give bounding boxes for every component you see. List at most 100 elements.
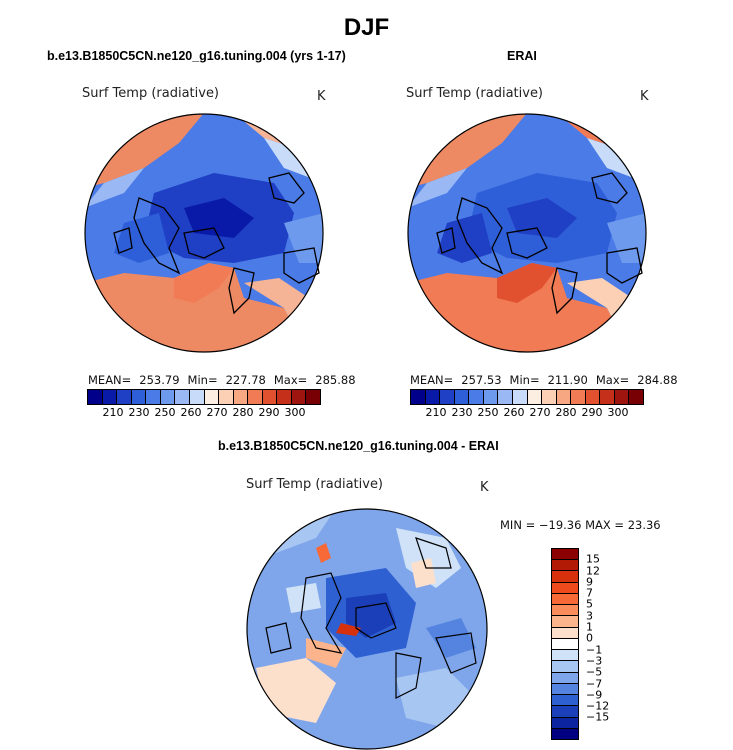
obs-stats: MEAN= 257.53 Min= 211.90 Max= 284.88 <box>410 373 686 387</box>
colorbar-swatch <box>291 390 307 404</box>
colorbar-tick-label: 3 <box>586 609 593 623</box>
colorbar-swatch <box>233 390 249 404</box>
colorbar-tick-label: 300 <box>284 406 306 419</box>
colorbar-tick-label: 280 <box>555 406 577 419</box>
obs-panel-title: ERAI <box>507 49 537 63</box>
model-colorbar: 210 230 250 260 270 280 290 300 <box>87 389 321 419</box>
diff-polar-map <box>246 508 488 750</box>
diff-colorbar-ticks: 15 12 9 7 5 3 1 0 −1 −3 −5 −7 −9 −12 −15 <box>586 548 626 740</box>
colorbar-tick-label: 300 <box>607 406 629 419</box>
colorbar-swatch <box>552 638 578 651</box>
diff-colorbar <box>551 548 579 740</box>
colorbar-swatch <box>552 549 578 561</box>
colorbar-swatch <box>425 390 441 404</box>
colorbar-tick-label: 250 <box>477 406 499 419</box>
colorbar-tick-label: −3 <box>586 654 603 668</box>
obs-colorbar-ticks: 210 230 250 260 270 280 290 300 <box>410 405 644 419</box>
colorbar-tick-label: 12 <box>586 564 600 578</box>
colorbar-tick-label: 290 <box>581 406 603 419</box>
colorbar-swatch <box>585 390 601 404</box>
colorbar-tick-label: 230 <box>128 406 150 419</box>
colorbar-swatch <box>189 390 205 404</box>
model-colorbar-swatches <box>87 389 321 405</box>
obs-units-label: K <box>640 89 649 104</box>
colorbar-swatch <box>552 661 578 673</box>
colorbar-tick-label: 9 <box>586 575 593 589</box>
colorbar-swatch <box>556 390 572 404</box>
obs-map-border <box>407 113 647 353</box>
colorbar-tick-label: 250 <box>154 406 176 419</box>
model-coastlines <box>113 172 320 315</box>
obs-colorbar-swatches <box>410 389 644 405</box>
diff-units-label: K <box>480 480 489 495</box>
colorbar-tick-label: 1 <box>586 620 593 634</box>
colorbar-swatch <box>552 706 578 718</box>
colorbar-tick-label: 0 <box>586 631 593 645</box>
colorbar-tick-label: 260 <box>180 406 202 419</box>
colorbar-swatch <box>527 390 543 404</box>
colorbar-swatch <box>552 616 578 628</box>
model-max-value: 285.88 <box>315 373 356 387</box>
obs-mean-value: 257.53 <box>461 373 502 387</box>
colorbar-swatch <box>146 390 161 404</box>
colorbar-tick-label: −7 <box>586 677 603 691</box>
colorbar-swatch <box>277 390 292 404</box>
colorbar-tick-label: 15 <box>586 552 600 566</box>
model-mean-label: MEAN= <box>88 373 132 387</box>
model-map-border <box>84 113 324 353</box>
colorbar-swatch <box>117 390 132 404</box>
model-stats: MEAN= 253.79 Min= 227.78 Max= 285.88 <box>88 373 364 387</box>
colorbar-tick-label: 270 <box>529 406 551 419</box>
obs-max-value: 284.88 <box>637 373 678 387</box>
diff-panel-title: b.e13.B1850C5CN.ne120_g16.tuning.004 - E… <box>218 439 499 453</box>
diff-coastlines <box>265 537 477 699</box>
colorbar-tick-label: −5 <box>586 665 603 679</box>
colorbar-tick-label: −1 <box>586 643 603 657</box>
colorbar-swatch <box>440 390 455 404</box>
colorbar-swatch <box>175 390 190 404</box>
colorbar-swatch <box>552 650 578 662</box>
colorbar-swatch <box>600 390 615 404</box>
colorbar-tick-label: 260 <box>503 406 525 419</box>
diff-map-border <box>246 508 488 750</box>
model-mean-value: 253.79 <box>139 373 180 387</box>
figure-title: DJF <box>343 14 390 41</box>
colorbar-swatch <box>552 728 578 739</box>
obs-polar-map <box>407 113 647 353</box>
colorbar-swatch <box>248 390 263 404</box>
colorbar-tick-label: 270 <box>206 406 228 419</box>
colorbar-tick-label: 230 <box>451 406 473 419</box>
obs-variable-label: Surf Temp (radiative) <box>406 86 544 101</box>
colorbar-swatch <box>469 390 484 404</box>
colorbar-tick-label: −12 <box>586 699 610 713</box>
colorbar-tick-label: 210 <box>425 406 447 419</box>
colorbar-swatch <box>131 390 147 404</box>
colorbar-swatch <box>552 683 578 696</box>
colorbar-swatch <box>571 390 586 404</box>
model-max-label: Max= <box>273 373 308 387</box>
colorbar-swatch <box>542 390 557 404</box>
colorbar-tick-label: −9 <box>586 688 603 702</box>
colorbar-swatch <box>204 390 220 404</box>
colorbar-swatch <box>483 390 499 404</box>
diff-colorbar-swatches <box>551 548 579 740</box>
model-min-label: Min= <box>187 373 218 387</box>
model-units-label: K <box>317 89 326 104</box>
colorbar-tick-label: 5 <box>586 597 593 611</box>
colorbar-swatch <box>160 390 176 404</box>
obs-min-label: Min= <box>509 373 540 387</box>
colorbar-swatch <box>262 390 278 404</box>
model-polar-map <box>84 113 324 353</box>
colorbar-swatch <box>498 390 513 404</box>
obs-coastlines <box>436 172 643 315</box>
model-variable-label: Surf Temp (radiative) <box>82 86 220 101</box>
colorbar-swatch <box>552 560 578 572</box>
obs-min-value: 211.90 <box>547 373 588 387</box>
colorbar-swatch <box>629 390 643 404</box>
colorbar-swatch <box>552 593 578 606</box>
model-min-value: 227.78 <box>225 373 266 387</box>
colorbar-swatch <box>102 390 118 404</box>
colorbar-tick-label: 280 <box>232 406 254 419</box>
colorbar-swatch <box>552 582 578 594</box>
colorbar-swatch <box>552 571 578 583</box>
